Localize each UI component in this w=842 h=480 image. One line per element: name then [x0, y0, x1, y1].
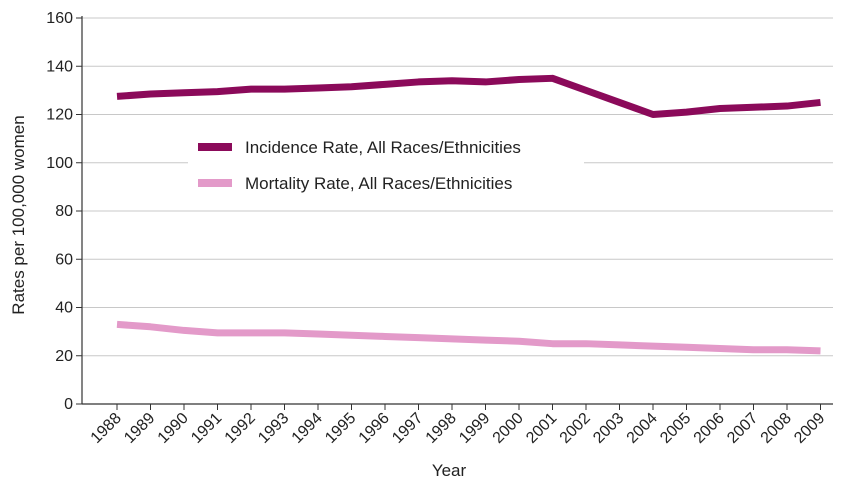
- x-tick-label: 2001: [523, 410, 560, 447]
- y-tick-label: 40: [55, 300, 73, 317]
- x-tick-label: 1996: [356, 410, 393, 447]
- x-tick-label: 1994: [289, 410, 326, 447]
- x-tick-label: 2003: [590, 410, 627, 447]
- series-line-mortality: [116, 320, 821, 355]
- legend-background: [188, 129, 584, 205]
- y-axis-title: Rates per 100,000 women: [9, 115, 28, 314]
- x-tick-label: 2006: [691, 410, 728, 447]
- x-tick-label: 2004: [624, 410, 661, 447]
- y-tick-label: 80: [55, 203, 73, 220]
- y-tick-label: 0: [64, 396, 73, 413]
- legend: Incidence Rate, All Races/Ethnicities Mor…: [188, 129, 584, 205]
- legend-label-incidence: Incidence Rate, All Races/Ethnicities: [245, 138, 521, 157]
- series-lines: [116, 74, 821, 355]
- y-tick-label: 160: [46, 10, 73, 27]
- x-tick-label: 1992: [222, 410, 259, 447]
- x-tick-label: 2009: [791, 410, 828, 447]
- x-tick-label: 2005: [657, 410, 694, 447]
- x-tick-label: 2002: [557, 410, 594, 447]
- x-tick-label: 1998: [423, 410, 460, 447]
- x-axis-title: Year: [432, 461, 467, 480]
- x-tick-label: 2000: [490, 410, 527, 447]
- y-tick-label: 120: [46, 107, 73, 124]
- series-line-incidence: [116, 74, 821, 118]
- x-tick-label: 1995: [322, 410, 359, 447]
- y-tick-label: 140: [46, 58, 73, 75]
- y-tick-label: 20: [55, 348, 73, 365]
- x-tick-label: 1991: [188, 410, 225, 447]
- axes: 0204060801001201401601988198919901991199…: [46, 10, 833, 447]
- x-tick-label: 1993: [255, 410, 292, 447]
- x-tick-label: 2007: [724, 410, 761, 447]
- legend-label-mortality: Mortality Rate, All Races/Ethnicities: [245, 174, 512, 193]
- x-tick-label: 2008: [758, 410, 795, 447]
- x-tick-label: 1990: [155, 410, 192, 447]
- y-tick-label: 100: [46, 155, 73, 172]
- y-tick-label: 60: [55, 251, 73, 268]
- x-tick-label: 1988: [88, 410, 125, 447]
- x-tick-label: 1999: [456, 410, 493, 447]
- x-tick-label: 1997: [389, 410, 426, 447]
- x-tick-label: 1989: [121, 410, 158, 447]
